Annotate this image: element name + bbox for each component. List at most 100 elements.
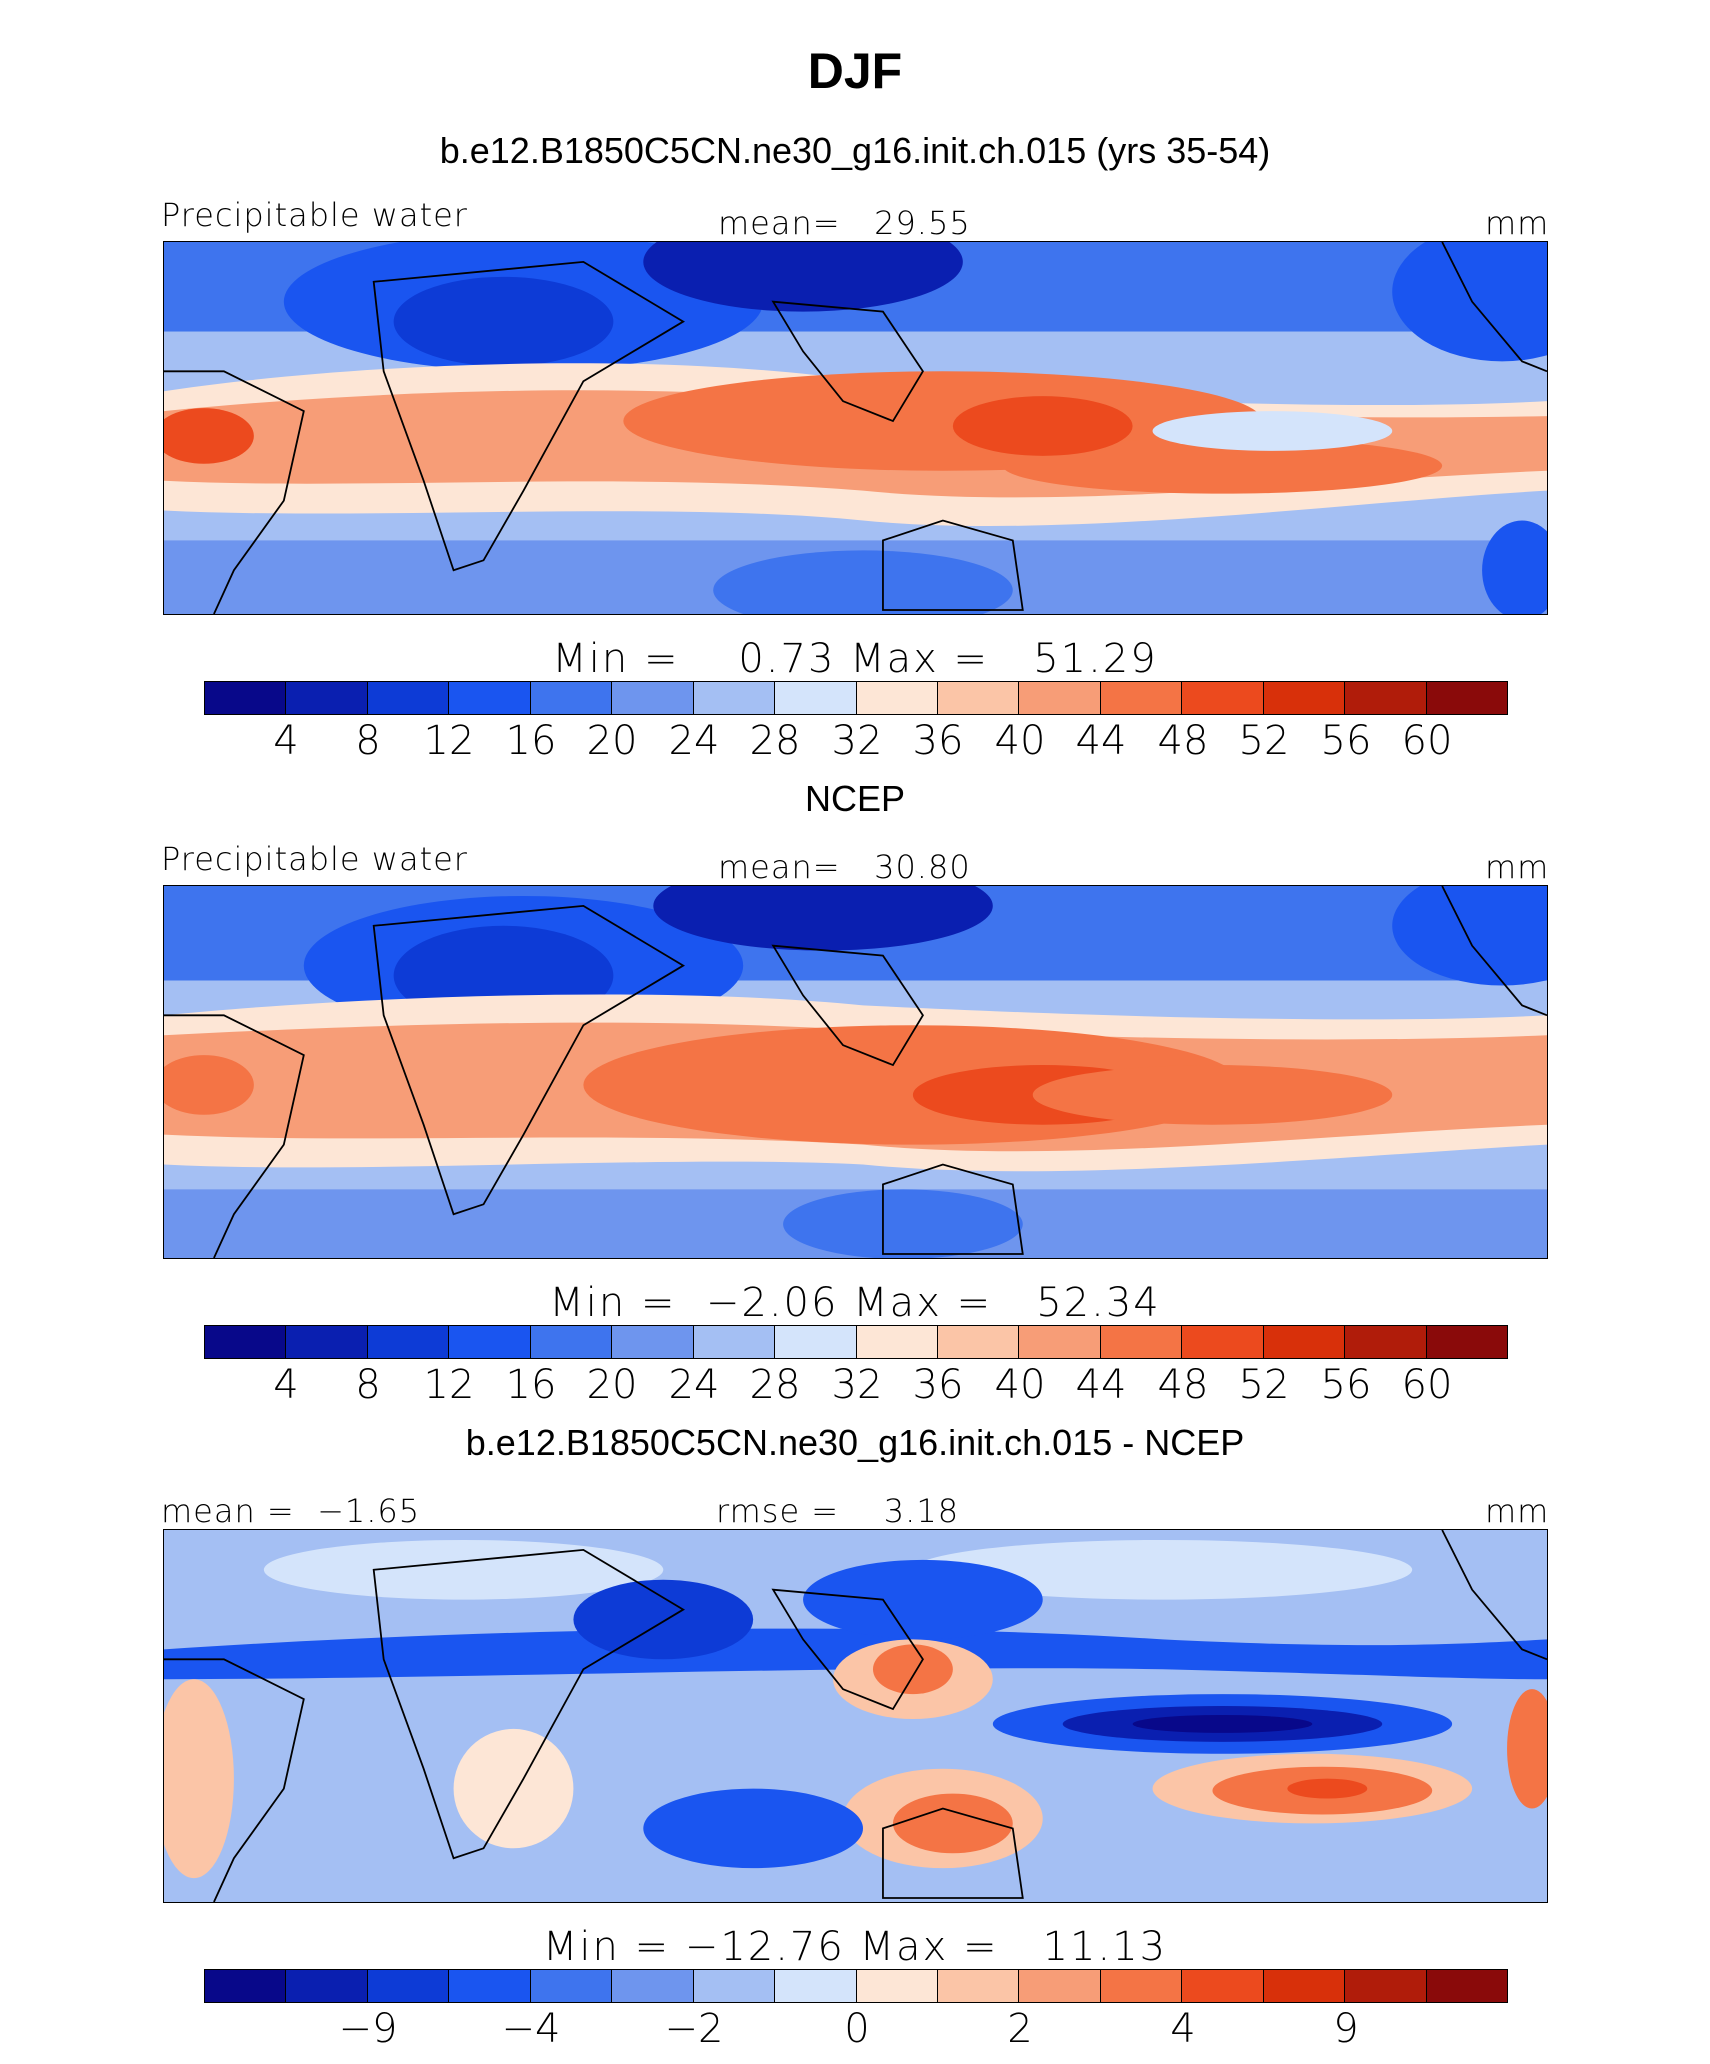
colorbar-cell: [1426, 1970, 1507, 2002]
colorbar-cell: [367, 1970, 450, 2002]
panel-2-colorbar-tick: 56: [1320, 1362, 1372, 1408]
colorbar-cell: [937, 1326, 1020, 1358]
panel-3-colorbar-tick: 9: [1333, 2006, 1359, 2052]
colorbar-cell: [367, 1326, 450, 1358]
colorbar-cell: [1100, 682, 1183, 714]
panel-3-minmax: Min = −12.76 Max = 11.13: [542, 1924, 1168, 1970]
colorbar-cell: [449, 1970, 531, 2002]
panel-1-colorbar-tick: 36: [912, 718, 964, 764]
colorbar-cell: [1345, 1970, 1427, 2002]
panel-2-colorbar-tick: 52: [1238, 1362, 1290, 1408]
panel-1-colorbar-tick: 28: [749, 718, 801, 764]
colorbar-cell: [1345, 682, 1427, 714]
colorbar-cell: [205, 1326, 287, 1358]
panel-1-colorbar-tick: 8: [355, 718, 381, 764]
colorbar-cell: [693, 1326, 776, 1358]
panel-1-colorbar-tick: 48: [1157, 718, 1209, 764]
colorbar-cell: [856, 1970, 938, 2002]
colorbar-cell: [205, 1970, 287, 2002]
panel-1-colorbar-tick: 44: [1075, 718, 1127, 764]
colorbar-cell: [530, 1326, 613, 1358]
colorbar-cell: [937, 682, 1020, 714]
panel-1-units-label: mm: [1485, 204, 1550, 242]
colorbar-cell: [1426, 682, 1507, 714]
panel-3-colorbar-tick: 2: [1007, 2006, 1033, 2052]
panel-2-title: NCEP: [804, 778, 906, 819]
colorbar-cell: [530, 1970, 613, 2002]
panel-2-colorbar-tick: 4: [273, 1362, 299, 1408]
panel-1-colorbar-tick: 60: [1401, 718, 1453, 764]
panel-3-contour-field: [164, 1530, 1547, 1902]
colorbar-cell: [1182, 1326, 1264, 1358]
panel-2-colorbar-tick: 20: [586, 1362, 638, 1408]
panel-2-units-label: mm: [1485, 848, 1550, 886]
panel-2-minmax: Min = −2.06 Max = 52.34: [549, 1280, 1161, 1326]
panel-2-colorbar-tick: 60: [1401, 1362, 1453, 1408]
colorbar-cell: [856, 1326, 938, 1358]
colorbar-cell: [1019, 682, 1101, 714]
panel-1-colorbar-tick: 12: [423, 718, 475, 764]
panel-3-title: b.e12.B1850C5CN.ne30_g16.init.ch.015 - N…: [465, 1422, 1245, 1463]
colorbar-cell: [1182, 682, 1264, 714]
colorbar-cell: [612, 682, 694, 714]
panel-2-variable-label: Precipitable water: [161, 840, 468, 878]
panel-3-colorbar-tick: −4: [501, 2006, 561, 2052]
colorbar-cell: [775, 682, 857, 714]
panel-1-minmax: Min = 0.73 Max = 51.29: [552, 636, 1158, 682]
colorbar-cell: [1345, 1326, 1427, 1358]
colorbar-cell: [286, 1970, 368, 2002]
panel-2-colorbar-tick: 32: [831, 1362, 883, 1408]
colorbar-cell: [693, 1970, 776, 2002]
panel-2-colorbar-tick: 48: [1157, 1362, 1209, 1408]
colorbar-cell: [205, 682, 287, 714]
panel-2-colorbar-tick: 8: [355, 1362, 381, 1408]
colorbar-cell: [612, 1970, 694, 2002]
panel-2-colorbar-tick: 12: [423, 1362, 475, 1408]
panel-3-colorbar-tick: 4: [1170, 2006, 1196, 2052]
colorbar-cell: [1100, 1970, 1183, 2002]
panel-1-contour-field: [164, 242, 1547, 614]
colorbar-cell: [286, 682, 368, 714]
panel-1-colorbar-tick: 20: [586, 718, 638, 764]
panel-2-colorbar-tick: 28: [749, 1362, 801, 1408]
colorbar-cell: [612, 1326, 694, 1358]
colorbar-cell: [286, 1326, 368, 1358]
panel-2-colorbar-tick: 24: [668, 1362, 720, 1408]
panel-3-rmse-label: rmse = 3.18: [716, 1492, 960, 1530]
panel-1-colorbar: [204, 681, 1508, 715]
colorbar-cell: [856, 682, 938, 714]
colorbar-cell: [937, 1970, 1020, 2002]
colorbar-cell: [693, 682, 776, 714]
panel-1-mean-label: mean= 29.55: [718, 204, 971, 242]
panel-3-colorbar: [204, 1969, 1508, 2003]
figure-title: DJF: [807, 43, 903, 99]
panel-3-map: [163, 1529, 1548, 1903]
colorbar-cell: [1100, 1326, 1183, 1358]
panel-3-colorbar-tick: 0: [844, 2006, 870, 2052]
colorbar-cell: [449, 682, 531, 714]
panel-2-colorbar-tick: 40: [994, 1362, 1046, 1408]
colorbar-cell: [775, 1326, 857, 1358]
panel-1-title: b.e12.B1850C5CN.ne30_g16.init.ch.015 (yr…: [439, 130, 1271, 171]
panel-1-colorbar-tick: 32: [831, 718, 883, 764]
panel-3-colorbar-tick: −2: [664, 2006, 724, 2052]
panel-3-colorbar-tick: −9: [338, 2006, 398, 2052]
panel-1-variable-label: Precipitable water: [161, 196, 468, 234]
panel-3-units-label: mm: [1485, 1492, 1550, 1530]
colorbar-cell: [775, 1970, 857, 2002]
panel-2-colorbar-tick: 16: [505, 1362, 557, 1408]
colorbar-cell: [1263, 1970, 1346, 2002]
colorbar-cell: [530, 682, 613, 714]
colorbar-cell: [1182, 1970, 1264, 2002]
panel-2-map: [163, 885, 1548, 1259]
panel-1-map: [163, 241, 1548, 615]
panel-1-colorbar-tick: 52: [1238, 718, 1290, 764]
panel-2-colorbar: [204, 1325, 1508, 1359]
panel-1-colorbar-tick: 24: [668, 718, 720, 764]
panel-3-mean-label: mean = −1.65: [161, 1492, 421, 1530]
panel-2-colorbar-tick: 36: [912, 1362, 964, 1408]
panel-1-colorbar-tick: 56: [1320, 718, 1372, 764]
panel-2-contour-field: [164, 886, 1547, 1258]
panel-2-colorbar-tick: 44: [1075, 1362, 1127, 1408]
panel-1-colorbar-tick: 4: [273, 718, 299, 764]
